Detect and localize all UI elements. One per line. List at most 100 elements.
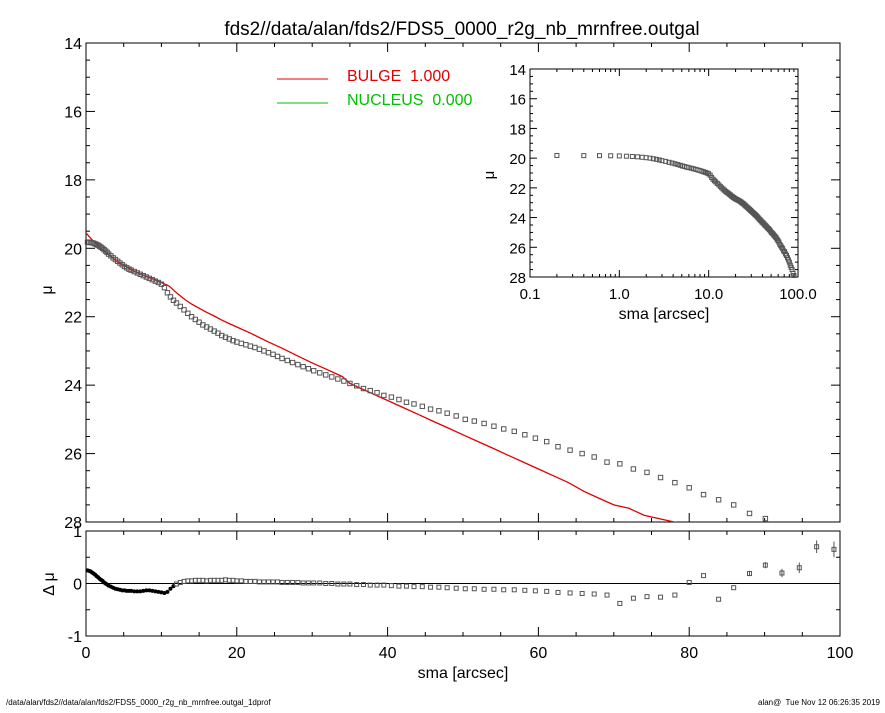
data-point	[128, 267, 134, 273]
data-point	[436, 408, 442, 414]
data-point	[134, 270, 140, 276]
x-tick-label: 80	[680, 645, 698, 662]
main-panel: 14 16 18 20 22 24 26 28 μ BULGE 1.000 NUCLEUS 0…	[39, 36, 841, 532]
data-point	[462, 416, 468, 423]
data-point	[555, 444, 561, 450]
data-point	[444, 410, 450, 416]
data-point	[453, 413, 459, 419]
data-point	[238, 340, 245, 347]
bulge-model-layer	[86, 232, 678, 522]
data-point	[746, 510, 753, 517]
data-point	[762, 515, 769, 522]
inset-data-point	[669, 160, 675, 166]
residual-point	[411, 584, 417, 590]
inset-data-point	[629, 154, 635, 160]
inset-data-point	[675, 162, 681, 168]
data-point	[252, 344, 258, 351]
data-point	[501, 426, 507, 432]
data-point	[481, 420, 487, 427]
residual-point	[604, 592, 610, 598]
data-point	[686, 485, 692, 491]
inset-data-point	[616, 153, 622, 159]
residual-point	[831, 546, 837, 552]
residual-point	[270, 579, 276, 585]
residual-point	[381, 582, 387, 588]
data-point	[579, 450, 585, 457]
residual-point	[129, 588, 134, 593]
data-point	[247, 343, 254, 349]
residual-point	[444, 585, 450, 591]
inset-ylabel: μ	[481, 171, 498, 180]
residual-point	[567, 590, 573, 596]
data-point	[196, 319, 202, 325]
data-point	[347, 380, 353, 387]
data-point	[167, 294, 174, 300]
residual-point	[290, 579, 296, 585]
inset-ytick-label: 18	[509, 121, 526, 138]
residual-point	[279, 579, 285, 585]
residual-point	[238, 578, 244, 584]
residual-point	[261, 579, 267, 585]
data-point	[261, 348, 267, 354]
data-point	[279, 355, 285, 362]
residual-point	[144, 588, 149, 593]
inset-data-point	[554, 152, 560, 158]
residual-point	[481, 586, 487, 592]
residual-point	[234, 578, 240, 584]
legend-bulge-label: BULGE 1.000	[347, 68, 450, 85]
x-tick-label: 40	[379, 645, 397, 662]
inset-ytick-label: 20	[509, 151, 526, 168]
data-point	[353, 383, 360, 389]
residual-point	[396, 583, 402, 589]
residual-point	[403, 583, 409, 589]
x-tick-label: 20	[228, 645, 246, 662]
data-point	[672, 479, 678, 486]
residual-point	[300, 580, 306, 586]
x-axis-label: sma [arcsec]	[418, 665, 509, 682]
main-ytick-label: 18	[64, 173, 82, 190]
inset-data-point	[650, 156, 656, 162]
inset-ytick-label: 26	[509, 240, 526, 257]
residual-point	[243, 578, 249, 584]
inset-data-point	[663, 158, 669, 164]
data-point	[471, 418, 478, 424]
inset-data-point	[608, 153, 614, 159]
residual-point	[532, 588, 538, 594]
inset-data-point	[786, 259, 792, 265]
residual-point	[796, 565, 802, 571]
residual-point	[135, 589, 140, 594]
residual-point	[544, 588, 550, 594]
data-point	[185, 310, 191, 316]
bulge-model-line	[86, 232, 678, 522]
residual-point	[252, 578, 258, 584]
data-point	[101, 246, 107, 253]
residual-point	[354, 582, 360, 588]
data-point	[311, 368, 317, 374]
residual-point	[284, 579, 290, 585]
data-point	[295, 361, 301, 368]
data-point	[411, 401, 417, 407]
residual-point	[374, 582, 380, 588]
residual-ytick-label: 0	[73, 577, 82, 594]
inset-data-point	[623, 153, 629, 159]
main-ytick-label: 16	[64, 104, 82, 121]
data-point	[99, 245, 106, 251]
data-point	[617, 461, 623, 467]
residual-point	[814, 544, 820, 550]
data-point	[644, 469, 650, 476]
inset-xtick-label: 0.1	[520, 286, 541, 303]
residual-point	[453, 585, 459, 591]
residual-point	[686, 579, 692, 585]
residual-point	[762, 562, 768, 568]
residual-point	[491, 586, 497, 592]
residual-point	[428, 584, 434, 590]
data-point	[158, 281, 165, 287]
data-point	[374, 389, 380, 396]
residual-point	[716, 596, 722, 602]
inset-axis-ticks: 14 16 18 20 22 24 26 280.1 1.0 10.0 100.0	[509, 62, 816, 303]
inset-xtick-label: 100.0	[779, 286, 817, 303]
data-point	[341, 378, 347, 384]
inset-data-point	[581, 153, 587, 159]
